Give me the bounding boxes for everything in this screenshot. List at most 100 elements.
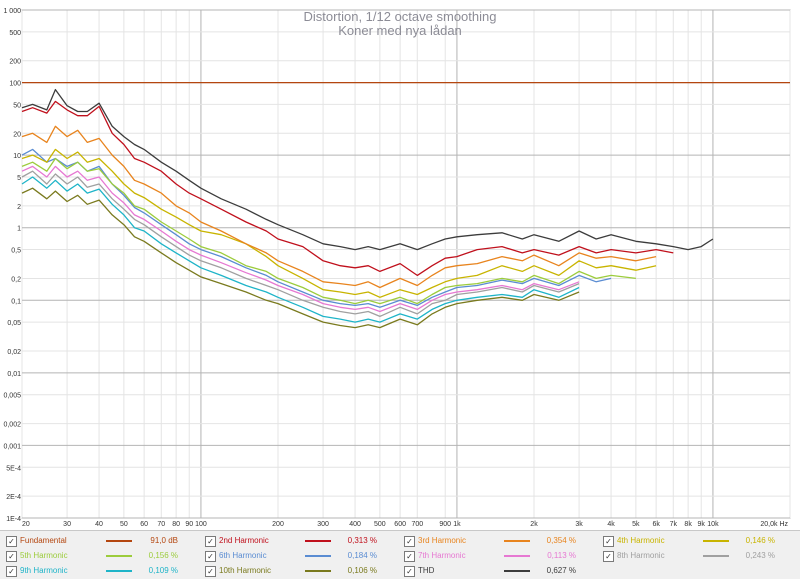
legend-swatch	[504, 570, 530, 572]
legend-value: 0,313 %	[347, 536, 377, 545]
y-tick-label: 10	[13, 153, 21, 160]
legend-item-7th-harmonic: ✓ 7th Harmonic 0,113 %	[402, 549, 597, 563]
legend-label: 2nd Harmonic	[219, 536, 269, 545]
x-tick-label: 50	[120, 521, 128, 528]
y-tick-label: 2E-4	[6, 494, 21, 501]
legend-item-3rd-harmonic: ✓ 3rd Harmonic 0,354 %	[402, 534, 597, 548]
distortion-chart: 20 30 40 50 60 70 80 90 100 200 300 400 500 600 700 900…	[3, 8, 791, 528]
x-tick-label: 20,0k Hz	[760, 521, 788, 528]
x-tick-label: 5k	[632, 521, 640, 528]
legend-label: 6th Harmonic	[219, 551, 267, 560]
x-tick-label: 80	[172, 521, 180, 528]
series-line-10th-harmonic	[21, 187, 580, 329]
legend-value: 0,146 %	[745, 536, 775, 545]
x-tick-label: 8k	[684, 521, 692, 528]
y-tick-label: 0,5	[11, 248, 21, 255]
legend-checkbox[interactable]: ✓	[6, 551, 17, 562]
x-tick-label: 100	[195, 521, 207, 528]
x-tick-label: 20	[22, 521, 30, 528]
x-tick-label: 90	[185, 521, 193, 528]
y-tick-label: 20	[13, 131, 21, 138]
x-tick-label: 300	[317, 521, 329, 528]
y-tick-label: 50	[13, 102, 21, 109]
series-line-2nd-harmonic	[21, 100, 674, 277]
y-tick-label: 0,01	[7, 371, 21, 378]
legend-swatch	[106, 540, 132, 542]
legend-checkbox[interactable]: ✓	[404, 536, 415, 547]
legend-item-4th-harmonic: ✓ 4th Harmonic 0,146 %	[601, 534, 796, 548]
legend-value: 0,627 %	[546, 566, 576, 575]
x-tick-label: 1k	[453, 521, 461, 528]
legend-label: 5th Harmonic	[20, 551, 68, 560]
y-tick-label: 0,02	[7, 349, 21, 356]
series-line-8th-harmonic	[21, 170, 580, 318]
legend-value: 91,0 dB	[150, 536, 178, 545]
x-tick-label: 700	[411, 521, 423, 528]
chart-subtitle: Koner med nya lådan	[338, 23, 462, 38]
x-tick-label: 400	[349, 521, 361, 528]
legend-item-8th-harmonic: ✓ 8th Harmonic 0,243 %	[601, 549, 796, 563]
x-tick-label: 9k	[698, 521, 706, 528]
x-tick-label: 40	[95, 521, 103, 528]
plot-frame	[21, 9, 791, 519]
legend-item-fundamental: ✓ Fundamental 91,0 dB	[4, 534, 199, 548]
x-tick-label: 3k	[575, 521, 583, 528]
legend-value: 0,184 %	[347, 551, 377, 560]
y-tick-label: 0,2	[11, 276, 21, 283]
legend-value: 0,106 %	[347, 566, 377, 575]
y-tick-label: 1	[17, 226, 21, 233]
x-tick-label: 70	[157, 521, 165, 528]
legend-label: 7th Harmonic	[418, 551, 466, 560]
x-tick-label: 2k	[530, 521, 538, 528]
y-tick-label: 1E-4	[6, 516, 21, 523]
legend-swatch	[305, 570, 331, 572]
legend-checkbox[interactable]: ✓	[205, 566, 216, 577]
y-tick-label: 0,1	[11, 298, 21, 305]
x-tick-label: 7k	[670, 521, 678, 528]
grid-layer	[21, 9, 791, 519]
x-tick-label: 4k	[607, 521, 615, 528]
series-line-3rd-harmonic	[21, 125, 657, 289]
y-tick-label: 0,002	[3, 422, 21, 429]
legend-checkbox[interactable]: ✓	[205, 536, 216, 547]
legend-swatch	[504, 555, 530, 557]
legend-checkbox[interactable]: ✓	[603, 536, 614, 547]
legend-label: Fundamental	[20, 536, 67, 545]
legend-item-5th-harmonic: ✓ 5th Harmonic 0,156 %	[4, 549, 199, 563]
legend-value: 0,113 %	[547, 551, 576, 560]
legend-item-2nd-harmonic: ✓ 2nd Harmonic 0,313 %	[203, 534, 398, 548]
legend-swatch	[106, 555, 132, 557]
legend-swatch	[106, 570, 132, 572]
legend-label: 10th Harmonic	[219, 566, 272, 575]
legend-value: 0,156 %	[148, 551, 178, 560]
x-tick-label: 30	[63, 521, 71, 528]
legend-item-10th-harmonic: ✓ 10th Harmonic 0,106 %	[203, 564, 398, 578]
legend-checkbox[interactable]: ✓	[6, 566, 17, 577]
series-line-thd	[21, 88, 714, 251]
x-tick-label: 500	[374, 521, 386, 528]
legend-item-9th-harmonic: ✓ 9th Harmonic 0,109 %	[4, 564, 199, 578]
legend-value: 0,109 %	[148, 566, 178, 575]
y-tick-label: 200	[9, 59, 21, 66]
legend-label: 8th Harmonic	[617, 551, 665, 560]
legend-item-6th-harmonic: ✓ 6th Harmonic 0,184 %	[203, 549, 398, 563]
x-tick-label: 60	[140, 521, 148, 528]
x-tick-label: 6k	[652, 521, 660, 528]
legend-checkbox[interactable]: ✓	[6, 536, 17, 547]
series-layer	[21, 81, 790, 329]
y-tick-label: 5E-4	[6, 465, 21, 472]
legend-label: THD	[418, 566, 435, 575]
x-tick-label: 200	[272, 521, 284, 528]
legend-checkbox[interactable]: ✓	[603, 551, 614, 562]
legend-value: 0,243 %	[745, 551, 775, 560]
legend-checkbox[interactable]: ✓	[404, 566, 415, 577]
y-tick-label: 1 000	[3, 8, 21, 15]
series-line-7th-harmonic	[21, 165, 580, 313]
legend-panel: ✓ Fundamental 91,0 dB ✓ 2nd Harmonic 0,313 % ✓…	[0, 530, 800, 579]
legend-checkbox[interactable]: ✓	[205, 551, 216, 562]
y-tick-label: 0,005	[3, 393, 21, 400]
y-tick-label: 5	[17, 175, 21, 182]
legend-label: 9th Harmonic	[20, 566, 68, 575]
series-line-9th-harmonic	[21, 176, 580, 323]
legend-checkbox[interactable]: ✓	[404, 551, 415, 562]
